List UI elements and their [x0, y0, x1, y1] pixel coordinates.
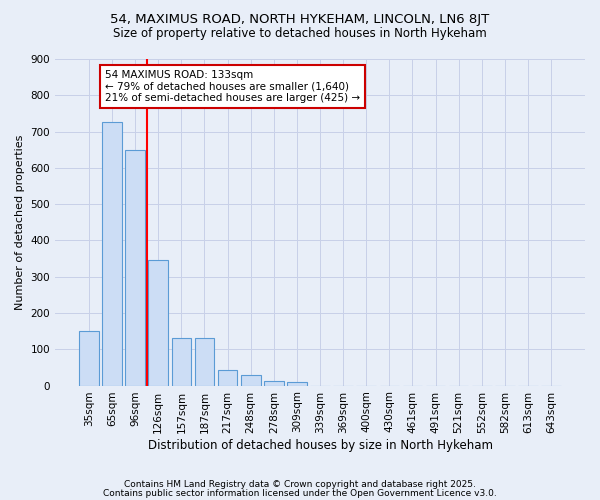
Bar	[148, 260, 168, 386]
X-axis label: Distribution of detached houses by size in North Hykeham: Distribution of detached houses by size …	[148, 440, 493, 452]
Y-axis label: Number of detached properties: Number of detached properties	[15, 134, 25, 310]
Bar	[125, 150, 145, 386]
Bar	[194, 338, 214, 386]
Text: Contains HM Land Registry data © Crown copyright and database right 2025.: Contains HM Land Registry data © Crown c…	[124, 480, 476, 489]
Bar	[102, 122, 122, 386]
Text: Contains public sector information licensed under the Open Government Licence v3: Contains public sector information licen…	[103, 489, 497, 498]
Bar	[264, 381, 284, 386]
Text: 54, MAXIMUS ROAD, NORTH HYKEHAM, LINCOLN, LN6 8JT: 54, MAXIMUS ROAD, NORTH HYKEHAM, LINCOLN…	[110, 12, 490, 26]
Bar	[218, 370, 238, 386]
Text: 54 MAXIMUS ROAD: 133sqm
← 79% of detached houses are smaller (1,640)
21% of semi: 54 MAXIMUS ROAD: 133sqm ← 79% of detache…	[105, 70, 360, 103]
Bar	[287, 382, 307, 386]
Text: Size of property relative to detached houses in North Hykeham: Size of property relative to detached ho…	[113, 28, 487, 40]
Bar	[172, 338, 191, 386]
Bar	[241, 374, 260, 386]
Bar	[79, 331, 99, 386]
